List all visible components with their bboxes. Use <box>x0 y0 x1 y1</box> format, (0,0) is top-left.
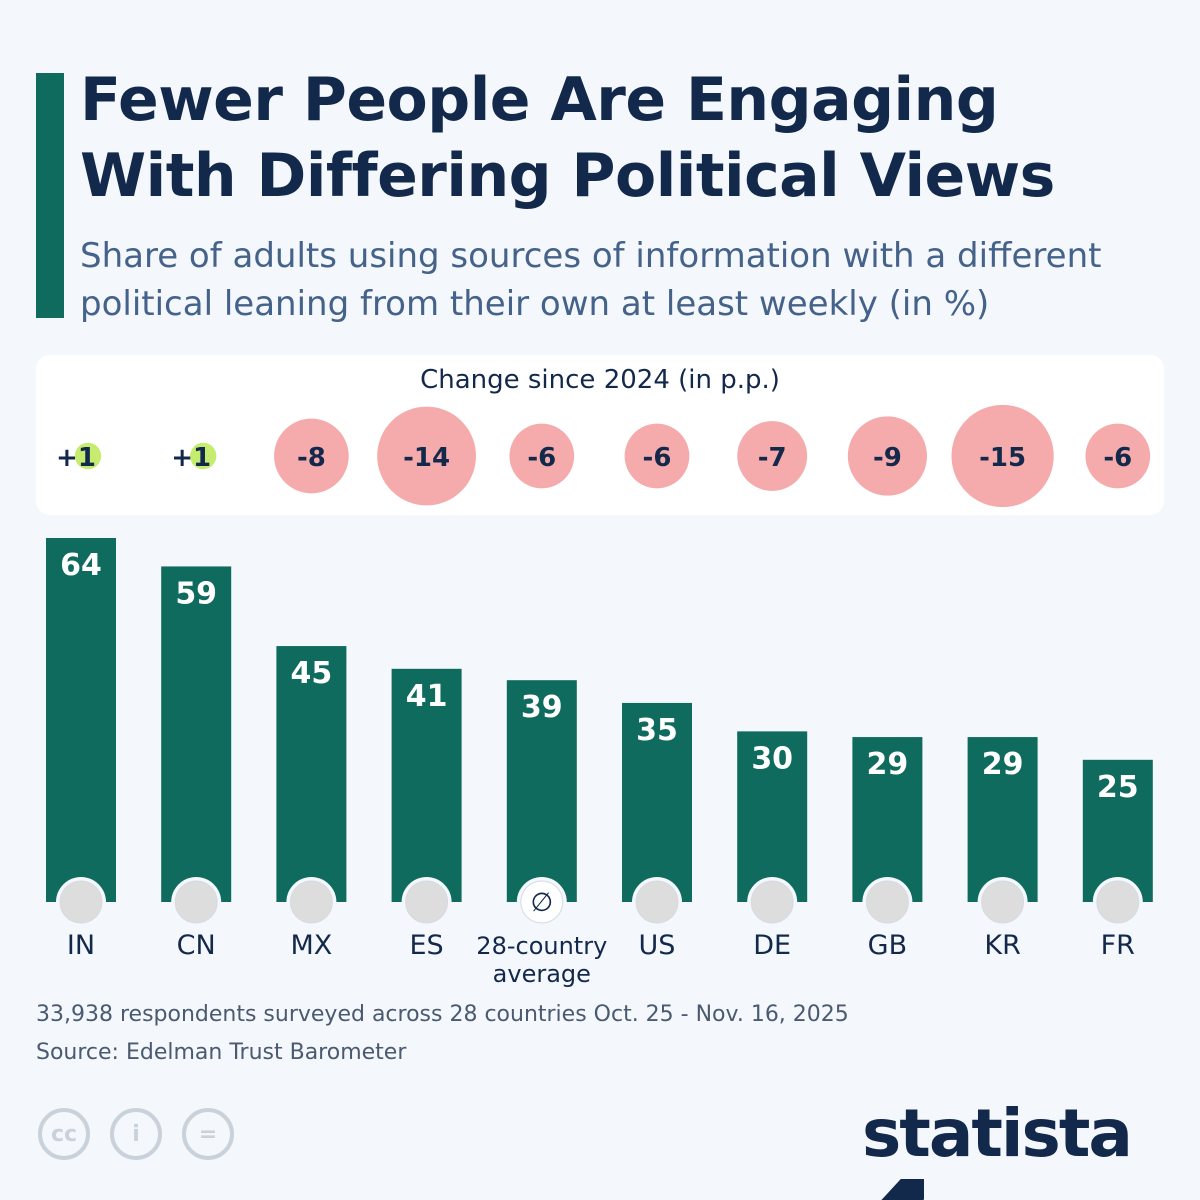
category-label: IN <box>67 930 95 961</box>
bar <box>737 731 808 902</box>
category-label: CN <box>177 930 216 961</box>
change-label: +1 <box>56 443 96 473</box>
change-bubble <box>190 442 217 470</box>
change-bubble <box>847 416 928 496</box>
change-bubble <box>377 406 476 506</box>
statista-logo: statista <box>862 1095 1200 1200</box>
bar-value-label: 29 <box>867 747 909 782</box>
chart-title: Fewer People Are Engaging With Differing … <box>80 62 1055 214</box>
change-label: -6 <box>643 443 672 473</box>
change-label: +1 <box>171 443 211 473</box>
category-label: GB <box>868 930 907 961</box>
change-bubble <box>74 442 102 470</box>
change-label: -6 <box>527 443 556 473</box>
attribution-icon: i <box>110 1108 162 1160</box>
source-note: Source: Edelman Trust Barometer <box>36 1040 407 1065</box>
chart-subtitle: Share of adults using sources of informa… <box>80 236 1102 324</box>
bar <box>967 737 1038 902</box>
title-line-1: Fewer People Are Engaging <box>80 65 999 135</box>
average-icon <box>520 880 564 924</box>
bar <box>506 680 577 902</box>
change-label: -8 <box>297 443 326 473</box>
category-label: US <box>639 930 676 961</box>
bar-value-label: 59 <box>175 576 217 611</box>
flag-icon-fr <box>1096 880 1140 924</box>
flag-icon-de <box>750 880 794 924</box>
change-panel-title: Change since 2024 (in p.p.) <box>420 365 780 395</box>
change-label: -15 <box>979 443 1026 473</box>
cc-license-icon: cc <box>38 1108 90 1160</box>
flag-icon-mx <box>289 880 333 924</box>
change-bubble <box>509 423 575 489</box>
category-label: KR <box>984 930 1020 961</box>
change-bubble <box>1085 423 1151 489</box>
accent-bar <box>36 73 64 318</box>
average-symbol: ∅ <box>530 888 553 918</box>
bar <box>391 668 462 902</box>
flag-icon-in <box>59 880 103 924</box>
bar-value-label: 25 <box>1097 770 1139 805</box>
change-label: -9 <box>873 443 902 473</box>
change-label: -14 <box>403 443 450 473</box>
flag-icon-cn <box>174 880 218 924</box>
category-label: 28-country <box>476 932 607 960</box>
title-line-2: With Differing Political Views <box>80 141 1055 211</box>
category-label: FR <box>1101 930 1135 961</box>
bar <box>46 538 116 902</box>
bar-value-label: 30 <box>751 741 793 776</box>
change-bubble <box>624 423 690 489</box>
change-bubble <box>951 404 1054 508</box>
change-bubble <box>737 421 808 491</box>
flag-icon-kr <box>981 880 1025 924</box>
category-label: average <box>493 960 591 988</box>
bar-value-label: 39 <box>521 690 563 725</box>
bar <box>276 646 347 902</box>
bar-value-label: 64 <box>60 548 102 583</box>
bar <box>622 702 692 902</box>
bar-value-label: 29 <box>982 747 1024 782</box>
bar <box>852 737 923 902</box>
category-label: MX <box>291 930 333 961</box>
flag-icon-es <box>405 880 449 924</box>
no-derivatives-icon: = <box>182 1108 234 1160</box>
category-label: ES <box>409 930 443 961</box>
survey-note: 33,938 respondents surveyed across 28 co… <box>36 1002 849 1027</box>
category-label: DE <box>753 930 791 961</box>
bar <box>161 566 232 902</box>
bar-value-label: 41 <box>406 679 448 714</box>
flag-icon-us <box>635 880 679 924</box>
change-bubble <box>274 418 349 494</box>
flag-icon-gb <box>865 880 909 924</box>
change-label: -6 <box>1103 443 1132 473</box>
bar-value-label: 35 <box>636 713 678 748</box>
bar-value-label: 45 <box>291 656 333 691</box>
bar-chart: 64 IN +1 59 CN +1 45 MX -8 41 ES -14 39 ∅ 28-countryav… <box>46 404 1153 988</box>
change-label: -7 <box>758 443 787 473</box>
statista-logo-mark <box>866 1179 924 1200</box>
